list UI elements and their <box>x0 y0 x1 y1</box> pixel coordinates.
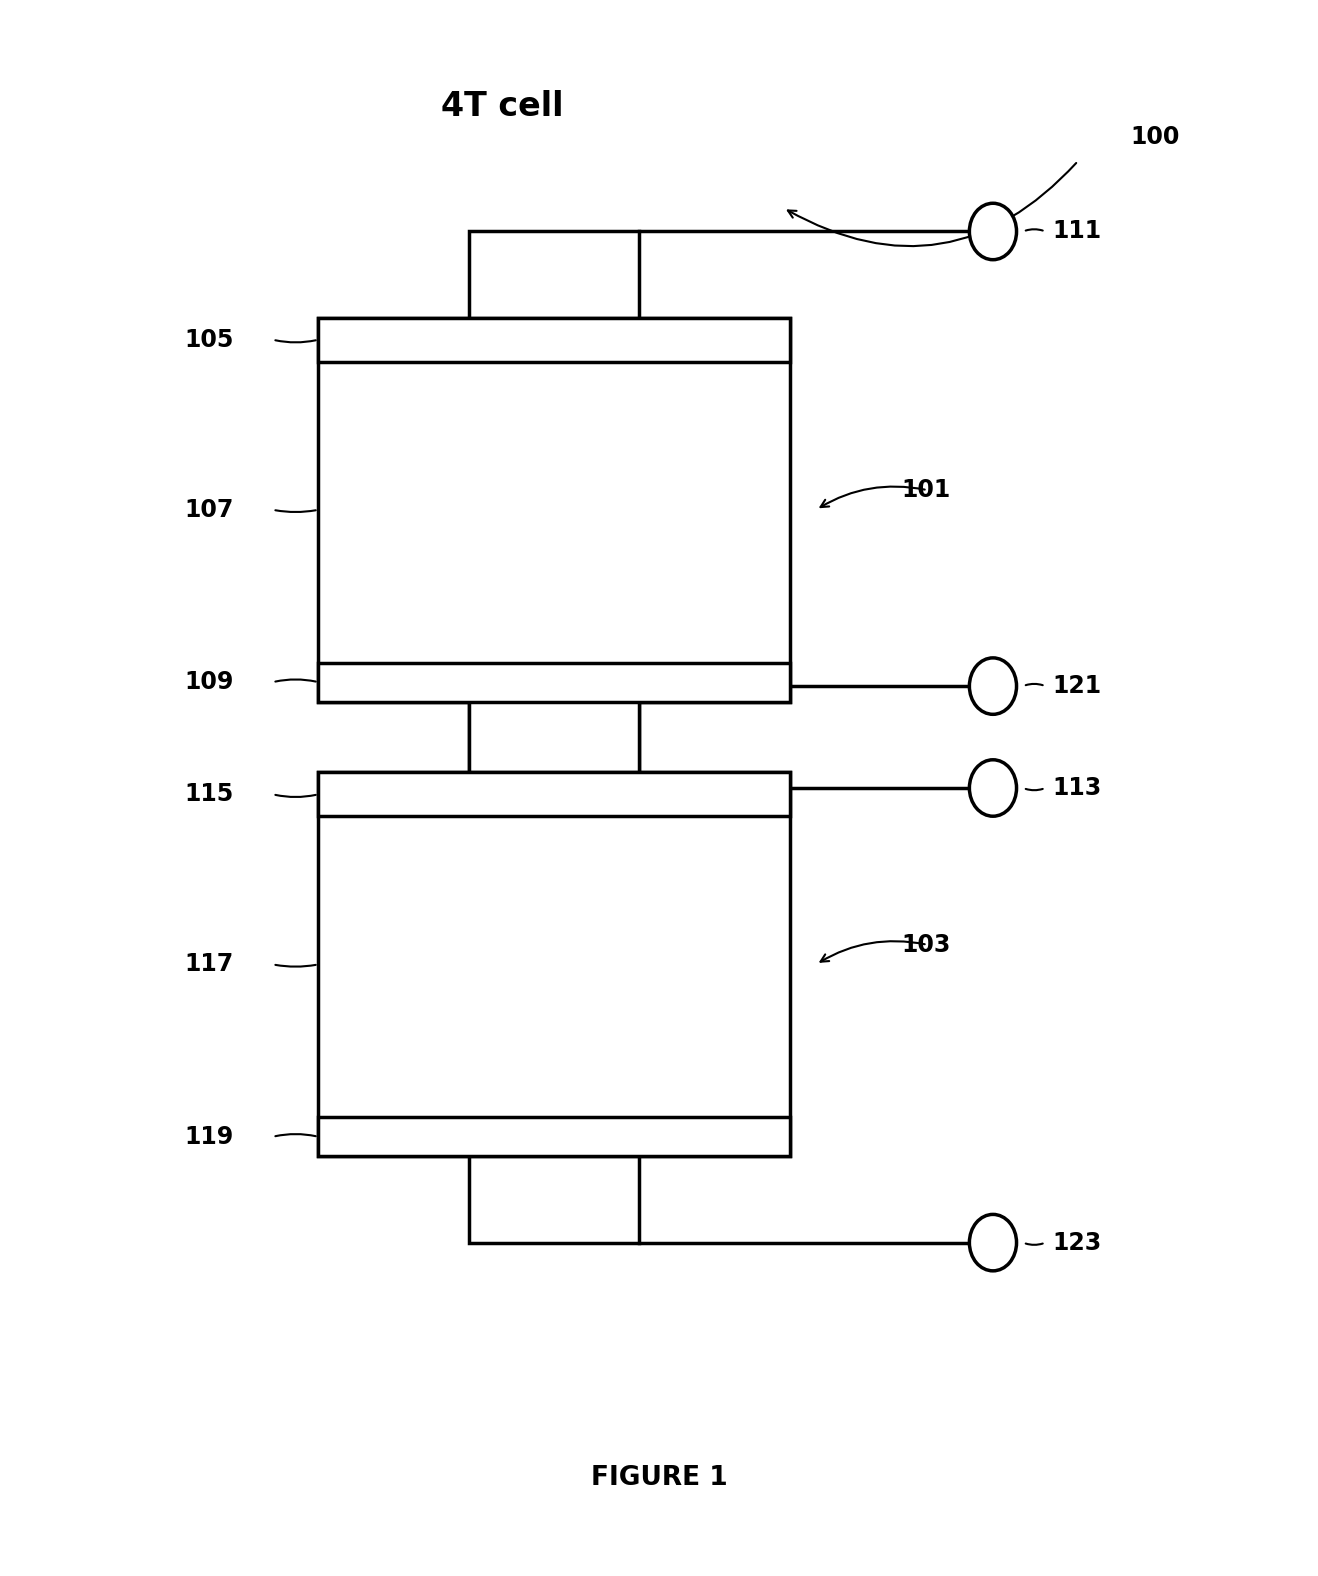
Text: 117: 117 <box>185 952 233 977</box>
Text: 121: 121 <box>1052 675 1101 698</box>
Text: 100: 100 <box>1131 126 1180 150</box>
Bar <box>319 318 789 361</box>
Bar <box>469 701 639 788</box>
Circle shape <box>970 657 1016 714</box>
Circle shape <box>970 203 1016 260</box>
Bar <box>319 1117 789 1157</box>
Bar <box>469 686 639 772</box>
Bar <box>469 1157 639 1242</box>
Text: 119: 119 <box>185 1125 233 1149</box>
Circle shape <box>970 1215 1016 1270</box>
Bar <box>319 772 789 816</box>
Text: 111: 111 <box>1052 219 1101 243</box>
Text: 4T cell: 4T cell <box>440 90 563 123</box>
Text: 115: 115 <box>185 782 233 807</box>
Circle shape <box>970 760 1016 816</box>
Text: 107: 107 <box>185 498 233 522</box>
Text: FIGURE 1: FIGURE 1 <box>590 1464 728 1491</box>
Text: 109: 109 <box>185 670 233 693</box>
Bar <box>319 772 789 1157</box>
Text: 103: 103 <box>902 933 950 957</box>
Text: 101: 101 <box>902 478 950 503</box>
Text: 123: 123 <box>1052 1231 1101 1254</box>
Bar <box>319 318 789 701</box>
Bar <box>319 662 789 701</box>
Text: 113: 113 <box>1052 775 1101 801</box>
Bar <box>469 232 639 318</box>
Text: 105: 105 <box>185 328 233 351</box>
